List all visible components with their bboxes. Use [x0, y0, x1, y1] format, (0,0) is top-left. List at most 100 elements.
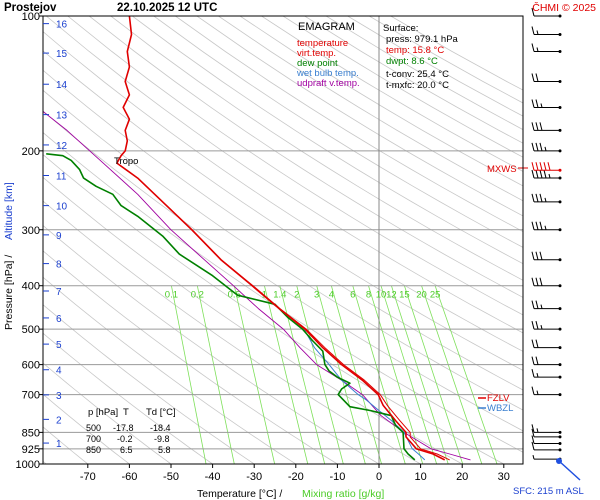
- y-axis-title-group: Pressure [hPa] / Altitude [km]: [3, 182, 15, 330]
- x-tick-label: 20: [456, 471, 468, 483]
- x-tick-label: -60: [121, 471, 137, 483]
- surface-info: Surface: press: 979.1 hPa temp: 15.8 °C …: [383, 23, 459, 91]
- pressure-tick-label: 700: [22, 390, 40, 402]
- mixing-ratio-label: 15: [399, 290, 410, 301]
- wind-barb: [531, 386, 562, 397]
- table-row-700-p: 700: [86, 434, 101, 444]
- barb-dot: [558, 375, 562, 379]
- wind-barb: [531, 142, 562, 153]
- wind-barb: [531, 193, 562, 204]
- mixing-ratio-labels: 0.1 0.2 0.5 1 1.4 2 3 4 6 8 10 12 15 20 25: [165, 290, 441, 301]
- barb-dot: [558, 393, 562, 397]
- altitude-tick-label: 14: [56, 80, 68, 91]
- table-header-p: p [hPa]: [88, 407, 118, 418]
- barb-flag: [531, 424, 535, 433]
- dry-adiabat: [67, 16, 523, 316]
- barb-dot: [558, 149, 562, 153]
- mixing-ratio-label: 6: [350, 290, 355, 301]
- dry-adiabat: [218, 16, 523, 202]
- mixing-ratio-line: [434, 285, 498, 464]
- mixing-ratio-label: 12: [386, 290, 397, 301]
- series-temperature: [116, 16, 446, 461]
- altitude-tick-label: 9: [56, 231, 62, 242]
- level-table: p [hPa] T Td [°C] 500 -17.8 -18.4 700 -0…: [86, 407, 176, 455]
- barb-half: [532, 454, 535, 460]
- barb-half: [544, 225, 547, 230]
- wind-barb: [531, 339, 562, 350]
- x-axis-title: Temperature [°C] /: [197, 488, 282, 500]
- legend-item-temperature: temperature: [297, 38, 348, 49]
- barb-half: [536, 30, 539, 35]
- dry-adiabat: [196, 16, 523, 217]
- barb-flag: [535, 99, 539, 108]
- x-tick-label: 0: [376, 471, 382, 483]
- altitude-tick-label: 16: [56, 20, 68, 31]
- surface-title: Surface:: [383, 23, 418, 34]
- wbzl-marker: WBZL: [478, 403, 513, 414]
- barb-flag: [531, 356, 535, 365]
- station-name: Prostejov: [4, 2, 57, 14]
- barb-dot: [558, 79, 562, 83]
- wind-barb: [531, 162, 562, 172]
- barb-flag: [539, 122, 543, 131]
- barb-half: [548, 173, 551, 179]
- barb-flag: [535, 169, 539, 179]
- barb-dot: [558, 430, 562, 434]
- barb-flag: [531, 142, 535, 151]
- wind-barb: [531, 435, 562, 446]
- wind-barb: [531, 7, 562, 18]
- barb-flag: [531, 321, 535, 330]
- barb-flag: [531, 169, 535, 179]
- dry-adiabat: [43, 69, 523, 391]
- barb-dot: [558, 49, 562, 53]
- mixing-ratio-line: [316, 285, 366, 464]
- mixing-ratio-label: 20: [416, 290, 427, 301]
- barb-half: [544, 146, 547, 151]
- mixing-ratio-line: [421, 285, 483, 464]
- legend-title: EMAGRAM: [298, 21, 355, 33]
- barb-flag: [535, 321, 539, 330]
- barb-flag: [531, 43, 535, 52]
- pressure-tick-label: 300: [22, 225, 40, 237]
- legend-item-dew-point: dew point: [297, 58, 338, 69]
- altitude-tick-label: 11: [56, 171, 67, 182]
- dry-adiabat: [175, 16, 523, 232]
- series-dew-point: [46, 153, 416, 461]
- pressure-tick-label: 850: [22, 427, 40, 439]
- mixing-ratio-line: [296, 285, 344, 464]
- surface-tmxfc: t-mxfc: 20.0 °C: [386, 80, 449, 91]
- isobars: [43, 150, 523, 450]
- pressure-tick-label: 500: [22, 324, 40, 336]
- barb-dot: [558, 176, 562, 180]
- barb-flag: [531, 369, 535, 378]
- wbzl-label: WBZL: [487, 403, 513, 414]
- barb-flag: [535, 339, 539, 348]
- barb-half: [540, 103, 543, 108]
- barb-flag: [531, 73, 535, 82]
- x-tick-label: -40: [205, 471, 221, 483]
- pressure-tick-label: 925: [22, 444, 40, 456]
- mixing-ratio-label: 0.5: [228, 290, 241, 301]
- mixing-ratio-label: 3: [314, 290, 319, 301]
- barb-flag: [531, 339, 535, 348]
- barb-dot: [558, 14, 562, 18]
- x-tick-label: -10: [329, 471, 345, 483]
- y-axis-title-altitude: Altitude [km]: [3, 182, 15, 240]
- barb-flag: [531, 99, 535, 108]
- barb-flag: [535, 142, 539, 151]
- barb-flag: [531, 122, 535, 131]
- barb-flag: [539, 277, 543, 286]
- barb-flag: [535, 193, 539, 203]
- pressure-tick-label: 400: [22, 281, 40, 293]
- barb-flag: [539, 162, 543, 171]
- barb-flag: [543, 169, 547, 179]
- barb-dot: [558, 33, 562, 37]
- x-tick-label: -20: [288, 471, 304, 483]
- wind-barb: [531, 26, 562, 37]
- mixing-ratio-line: [368, 285, 424, 464]
- mixing-ratio-line: [171, 285, 207, 464]
- surface-dwpt: dwpt: 8.6 °C: [386, 56, 438, 67]
- wind-barb: [531, 43, 562, 53]
- mixing-ratio-label: 1.4: [273, 290, 286, 301]
